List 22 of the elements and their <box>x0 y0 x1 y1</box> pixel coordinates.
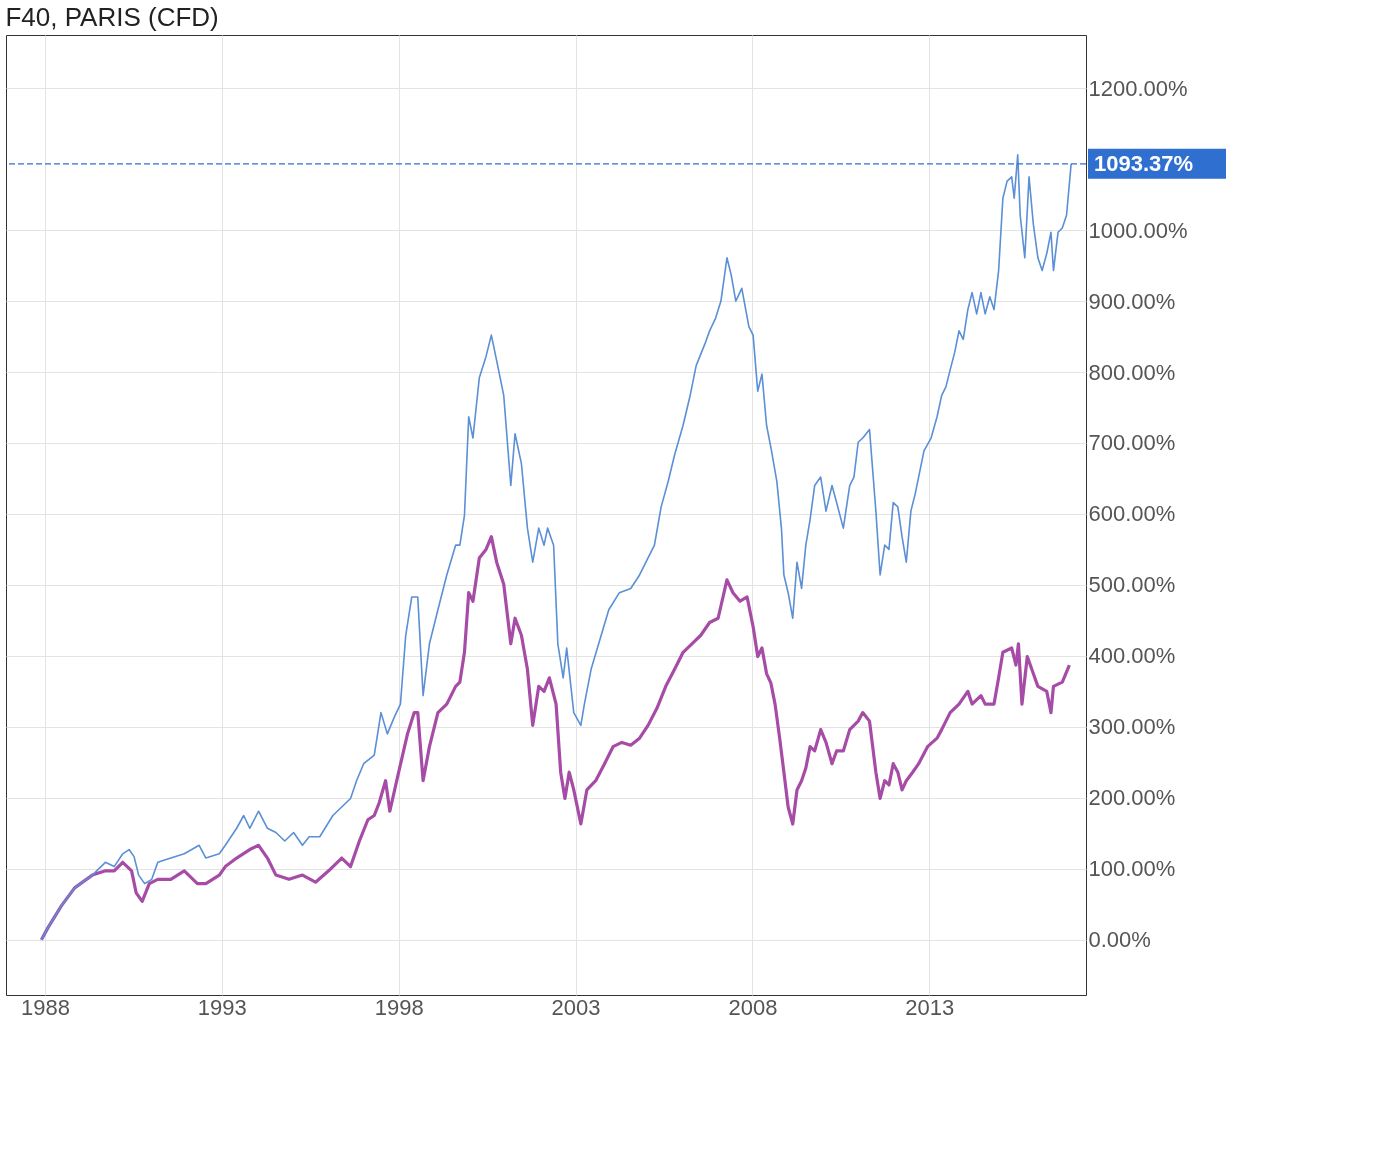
y-tick-label: 100.00% <box>1088 856 1176 882</box>
y-tick-label: 800.00% <box>1088 359 1176 385</box>
x-tick-label: 2003 <box>551 994 601 1020</box>
y-tick-label: 600.00% <box>1088 501 1176 527</box>
y-tick-label: 700.00% <box>1088 430 1176 456</box>
y-tick-label: 300.00% <box>1088 714 1176 740</box>
x-tick-label: 1988 <box>20 994 70 1020</box>
x-tick-label: 1998 <box>374 994 424 1020</box>
x-tick-label: 2008 <box>728 994 778 1020</box>
y-tick-label: 1000.00% <box>1088 217 1188 243</box>
y-tick-label: 900.00% <box>1088 288 1176 314</box>
y-tick-label: 400.00% <box>1088 643 1176 669</box>
y-tick-label: 200.00% <box>1088 785 1176 811</box>
line-series <box>40 154 1072 941</box>
x-tick-label: 2013 <box>905 994 955 1020</box>
y-tick-label: 0.00% <box>1088 927 1151 953</box>
y-tick-label: 1200.00% <box>1088 75 1188 101</box>
x-tick-label: 1993 <box>197 994 247 1020</box>
chart-title: F40, PARIS (CFD) <box>5 2 219 32</box>
line-series <box>39 535 1071 942</box>
y-tick-label: 500.00% <box>1088 572 1176 598</box>
ref-line-label: 1093.37% <box>1094 150 1194 176</box>
